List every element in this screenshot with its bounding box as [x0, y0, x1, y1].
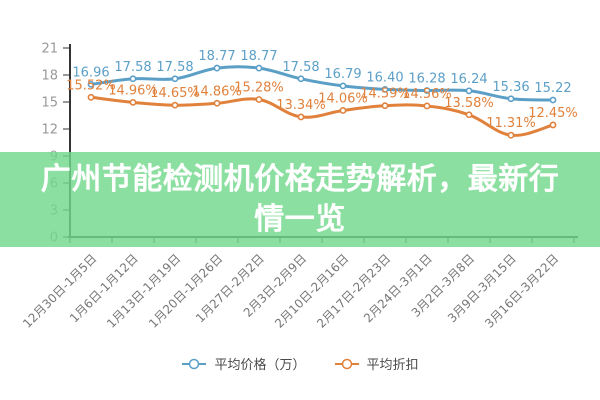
price-series-point[interactable] [255, 64, 263, 72]
y-axis-tick-label: 15 [41, 96, 58, 111]
discount-series-value-label: 12.45% [528, 106, 578, 121]
price-series-point[interactable] [381, 86, 389, 93]
discount-series: 15.52%14.96%14.65%14.86%15.28% 13.34%14.0… [66, 78, 578, 139]
discount-series-value-label: 14.59% [360, 87, 410, 102]
discount-series-point[interactable] [423, 102, 431, 110]
price-series-line [89, 65, 555, 102]
discount-series-value-label: 14.65% [150, 86, 200, 101]
discount-series-point[interactable] [465, 111, 473, 119]
price-series-point[interactable] [549, 96, 557, 104]
price-series-point[interactable] [87, 80, 95, 88]
title-banner: 广州节能检测机价格走势解析，最新行 情一览 [0, 152, 600, 247]
price-series-marker-icon [182, 358, 207, 369]
discount-series-point[interactable] [129, 98, 137, 106]
price-series-value-label: 16.79 [324, 67, 361, 82]
discount-series-value-label: 14.56% [402, 87, 452, 102]
price-series-value-label: 18.77 [240, 49, 277, 64]
discount-series-value-label: 15.28% [234, 80, 284, 95]
price-series-point[interactable] [465, 87, 473, 95]
discount-series-point[interactable] [297, 113, 305, 121]
price-series-value-label: 16.40 [366, 70, 403, 85]
discount-series-point[interactable] [213, 99, 221, 107]
y-axis-tick-label: 12 [41, 123, 58, 138]
discount-series-point[interactable] [507, 131, 515, 139]
discount-series-value-label: 11.31% [486, 116, 536, 131]
discount-series-value-label: 14.06% [318, 91, 368, 106]
price-series-value-label: 17.58 [114, 60, 151, 75]
price-series-point[interactable] [213, 64, 221, 72]
price-series-point[interactable] [129, 75, 137, 83]
legend-label-avg-discount: 平均折扣 [366, 358, 419, 373]
price-series-point[interactable] [297, 75, 305, 83]
discount-series-value-label: 13.34% [276, 98, 326, 113]
legend-label-avg-price: 平均价格（万） [214, 358, 306, 373]
price-series-value-label: 15.36 [492, 80, 529, 95]
discount-series-value-label: 15.52% [66, 78, 116, 93]
page-title-line-1: 广州节能检测机价格走势解析，最新行 [40, 161, 560, 197]
legend-item-avg-price[interactable]: 平均价格（万） [181, 354, 306, 373]
discount-series-marker-icon [334, 358, 359, 369]
price-series-value-label: 16.96 [72, 65, 109, 80]
discount-series-line [89, 95, 555, 137]
discount-series-point[interactable] [255, 96, 263, 103]
price-series-value-label: 15.22 [534, 81, 571, 96]
price-series: 16.96 17.58 17.58 18.77 18.77 17.58 16.79 16.40… [72, 49, 572, 104]
price-series-point[interactable] [507, 95, 515, 103]
chart-legend: 平均价格（万） 平均折扣 [0, 354, 600, 373]
discount-series-point[interactable] [381, 102, 389, 110]
discount-series-value-label: 14.86% [192, 84, 242, 99]
price-series-point[interactable] [171, 75, 179, 83]
price-series-point[interactable] [423, 87, 431, 94]
y-axis-tick-label: 18 [41, 69, 58, 84]
discount-series-value-label: 14.96% [108, 83, 158, 98]
page-title: 广州节能检测机价格走势解析，最新行 情一览 [0, 160, 600, 240]
discount-series-point[interactable] [171, 101, 179, 109]
discount-series-point[interactable] [339, 107, 347, 114]
price-series-value-label: 18.77 [198, 49, 235, 64]
discount-series-point[interactable] [549, 121, 557, 129]
discount-series-point[interactable] [87, 93, 95, 101]
price-series-value-label: 16.28 [408, 71, 445, 86]
y-axis-tick-label: 21 [41, 42, 58, 57]
price-series-value-label: 17.58 [156, 60, 193, 75]
discount-series-value-label: 13.58% [444, 96, 494, 111]
legend-item-avg-discount[interactable]: 平均折扣 [334, 354, 419, 373]
price-series-point[interactable] [339, 82, 347, 90]
price-series-value-label: 17.58 [282, 60, 319, 75]
price-series-value-label: 16.24 [450, 72, 487, 87]
page-title-line-2: 情一览 [254, 201, 346, 237]
